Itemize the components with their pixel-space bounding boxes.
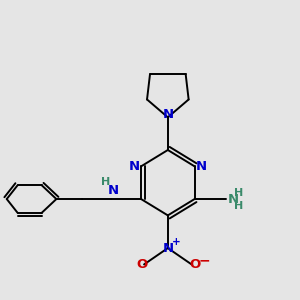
Text: N: N (162, 242, 173, 255)
Text: −: − (198, 254, 210, 268)
Text: N: N (196, 160, 207, 173)
Text: O: O (136, 258, 147, 271)
Text: H: H (234, 201, 243, 211)
Text: O: O (189, 258, 200, 271)
Text: H: H (101, 177, 110, 187)
Text: N: N (228, 193, 239, 206)
Text: +: + (172, 236, 181, 247)
Text: N: N (162, 108, 173, 121)
Text: H: H (234, 188, 243, 197)
Text: N: N (129, 160, 140, 173)
Text: N: N (107, 184, 118, 197)
